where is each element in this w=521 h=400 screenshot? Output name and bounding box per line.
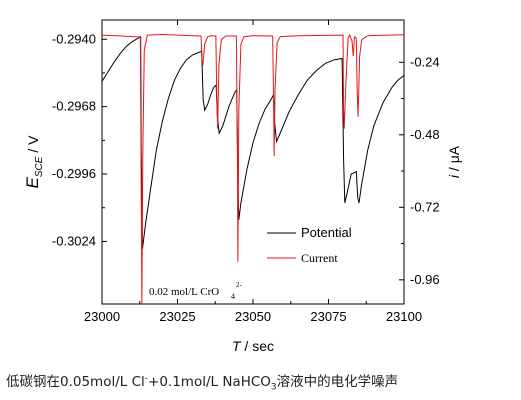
- annotation-sup: 2-: [236, 281, 243, 289]
- caption-part1: 低碳钢在0.05mol/L Cl: [6, 374, 145, 390]
- y-right-tick-label: -0.24: [410, 54, 440, 69]
- y-left-tick-label: -0.2940: [52, 31, 96, 46]
- concentration-annotation: 0.02 mol/L CrO 4 2-: [149, 281, 243, 301]
- caption-part1-sup: -: [144, 373, 149, 384]
- svg-text:i / μA: i / μA: [446, 145, 462, 178]
- x-axis-title: T / sec: [232, 338, 274, 354]
- annotation-sub: 4: [231, 292, 235, 301]
- x-tick-label: 23050: [235, 309, 271, 324]
- x-tick-label: 23100: [386, 309, 422, 324]
- legend-label-current: Current: [301, 251, 338, 265]
- y-left-tick-label: -0.3024: [52, 233, 96, 248]
- y-left-title-var: E: [23, 176, 42, 188]
- y-right-tick-label: -0.96: [410, 272, 440, 287]
- x-axis-title-var: T: [232, 338, 242, 354]
- y-left-title-unit: / V: [25, 135, 41, 157]
- svg-text:T / sec: T / sec: [232, 338, 274, 354]
- y-left-axis-title: ESCE / V: [23, 135, 45, 189]
- y-left-tick-label: -0.2968: [52, 99, 96, 114]
- caption-part3: 溶液中的电化学噪声: [276, 374, 399, 390]
- y-left-title-sub: SCE: [34, 156, 45, 177]
- plot-lines: [101, 33, 405, 305]
- y-right-title-var: i: [446, 174, 462, 178]
- legend-label-potential: Potential: [301, 225, 352, 240]
- x-tick-label: 23025: [159, 309, 195, 324]
- svg-text:ESCE / V: ESCE / V: [23, 135, 45, 189]
- figure-caption: 低碳钢在0.05mol/L Cl-+0.1mol/L NaHCO3溶液中的电化学…: [6, 370, 398, 393]
- y-right-tick-label: -0.48: [410, 127, 440, 142]
- legend: Potential Current: [267, 225, 352, 265]
- y-left-tick-label: -0.2996: [52, 166, 96, 181]
- chart: 23000 23025 23050 23075 23100 -0.2940 -0.2968…: [23, 19, 462, 354]
- x-tick-label: 23000: [84, 309, 120, 324]
- caption-part2-sub: 3: [270, 382, 277, 393]
- plot-frame: [101, 19, 405, 305]
- x-axis: 23000 23025 23050 23075 23100: [84, 20, 422, 324]
- y-right-axis-title: i / μA: [446, 145, 462, 178]
- x-tick-label: 23075: [310, 309, 346, 324]
- y-right-title-unit: / μA: [446, 145, 462, 175]
- caption-part2: +0.1mol/L NaHCO: [148, 374, 271, 390]
- x-axis-title-unit: / sec: [241, 338, 274, 354]
- y-right-tick-label: -0.72: [410, 199, 440, 214]
- y-axis-left: -0.2940 -0.2968 -0.2996 -0.3024: [52, 31, 107, 248]
- potential-line: [101, 36, 405, 249]
- annotation-text: 0.02 mol/L CrO: [149, 286, 219, 298]
- y-axis-right: -0.24 -0.48 -0.72 -0.96: [399, 54, 440, 287]
- current-line: [101, 33, 405, 305]
